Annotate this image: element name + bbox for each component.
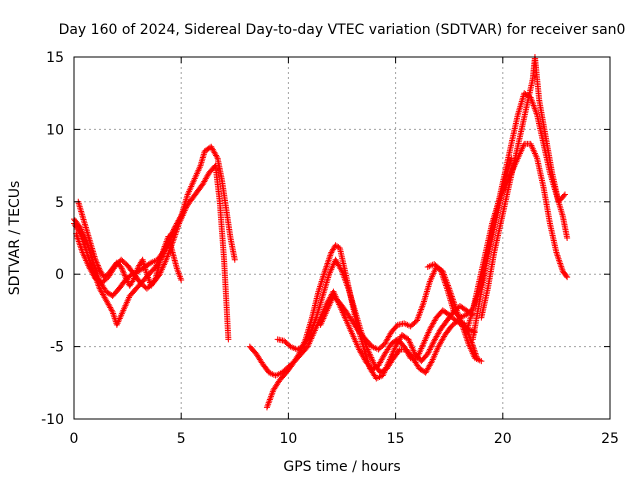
x-tick-label: 15 <box>387 431 405 447</box>
series-trace-d <box>73 206 189 292</box>
data-point <box>182 206 189 213</box>
data-point <box>424 350 431 357</box>
data-point <box>123 275 130 282</box>
data-points <box>71 54 571 411</box>
data-point <box>429 342 436 349</box>
chart-title: Day 160 of 2024, Sidereal Day-to-day VTE… <box>59 22 626 38</box>
data-point <box>168 232 175 239</box>
data-point <box>425 349 432 356</box>
data-point <box>178 276 185 283</box>
data-point <box>123 276 130 283</box>
series-trace-k <box>478 54 568 321</box>
data-point <box>96 265 103 272</box>
data-point <box>395 347 402 354</box>
data-point <box>426 346 433 353</box>
series-trace-l <box>424 155 515 321</box>
y-tick-label: 0 <box>55 267 64 283</box>
data-point <box>426 347 433 354</box>
data-point <box>120 269 127 276</box>
data-point <box>118 263 125 270</box>
data-point <box>121 272 128 279</box>
x-tick-label: 5 <box>177 431 186 447</box>
data-point <box>93 258 100 265</box>
data-point <box>561 191 568 198</box>
data-point <box>122 274 129 281</box>
series-trace-g <box>274 256 481 376</box>
data-point <box>427 345 434 352</box>
data-point <box>560 192 567 199</box>
y-tick-label: 15 <box>46 50 64 66</box>
data-point <box>428 343 435 350</box>
y-axis-label: SDTVAR / TECUs <box>7 181 23 296</box>
data-point <box>508 155 515 162</box>
plot-frame <box>73 56 611 420</box>
y-tick-label: -5 <box>50 340 64 356</box>
data-point <box>95 263 102 270</box>
data-point <box>563 272 570 279</box>
data-point <box>118 265 125 272</box>
data-point <box>295 352 302 359</box>
data-point <box>428 359 435 366</box>
x-tick-label: 10 <box>279 431 297 447</box>
data-point <box>120 268 127 275</box>
y-tick-label: -10 <box>41 412 64 428</box>
y-tick-label: 10 <box>46 122 64 138</box>
data-point <box>94 261 101 268</box>
data-point <box>225 336 232 343</box>
data-point <box>338 266 345 273</box>
x-tick-label: 0 <box>70 431 79 447</box>
y-tick-label: 5 <box>55 195 64 211</box>
data-point <box>564 235 571 241</box>
data-point <box>213 153 220 160</box>
x-tick-label: 20 <box>494 431 512 447</box>
data-point <box>94 262 101 269</box>
data-point <box>306 333 313 340</box>
x-tick-label: 25 <box>601 431 619 447</box>
data-point <box>231 256 238 263</box>
data-point <box>564 274 571 281</box>
data-point <box>119 266 126 273</box>
data-point <box>429 340 436 347</box>
data-point <box>121 271 128 278</box>
data-point <box>108 307 115 314</box>
data-point <box>130 276 137 283</box>
data-point <box>92 256 99 263</box>
axis-ticks: 0 5 10 15 20 25 -10 -5 0 5 10 15 <box>41 50 619 447</box>
x-axis-label: GPS time / hours <box>283 459 400 475</box>
data-point <box>478 358 485 365</box>
data-point <box>93 259 100 266</box>
